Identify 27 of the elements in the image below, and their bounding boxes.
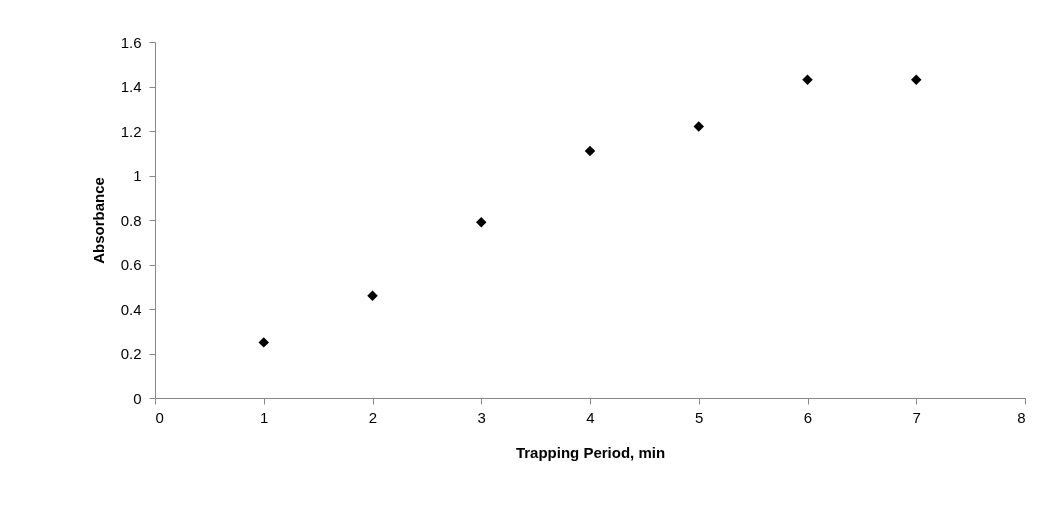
x-axis-title: Trapping Period, min: [515, 443, 666, 461]
x-tick-label: 5: [695, 408, 704, 426]
y-tick-label: 1: [133, 167, 142, 184]
point: [476, 216, 487, 228]
point: [911, 74, 922, 86]
point: [367, 290, 378, 301]
x-tick-label: 8: [1017, 408, 1026, 426]
x-tick-label: 2: [368, 408, 378, 426]
y-tick-label: 0.2: [120, 345, 142, 362]
x-tick-label: 0: [155, 408, 164, 426]
point: [584, 145, 596, 157]
point: [693, 121, 704, 132]
point: [258, 337, 269, 348]
y-tick-label: 0.8: [120, 211, 142, 229]
x-tick-label: 7: [912, 408, 921, 426]
point: [802, 74, 813, 86]
y-tick-label: 0: [133, 389, 142, 407]
y-tick-label: 1.4: [120, 78, 142, 95]
x-tick-label: 1: [260, 408, 269, 426]
y-tick-label: 0.6: [120, 256, 142, 273]
x-tick-label: 4: [586, 408, 595, 426]
x-tick-label: 3: [477, 408, 486, 426]
y-tick-label: 0.4: [120, 300, 142, 318]
y-axis-title: Absorbance: [89, 177, 107, 264]
y-tick-label: 1.6: [120, 33, 142, 51]
y-tick-label: 1.2: [120, 122, 142, 140]
x-tick-label: 6: [803, 408, 813, 426]
